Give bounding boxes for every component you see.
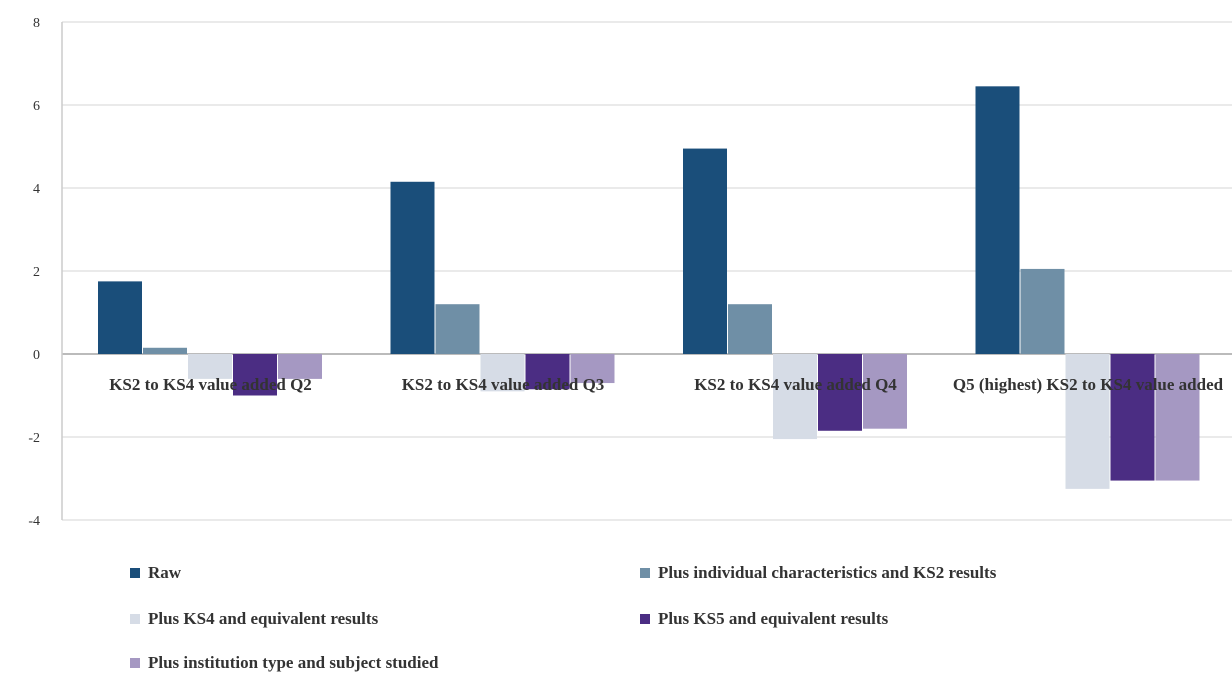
legend-label: Raw bbox=[148, 563, 182, 582]
bar bbox=[390, 181, 435, 354]
y-tick-label: 2 bbox=[33, 265, 40, 280]
y-tick-label: 0 bbox=[33, 348, 40, 363]
bar bbox=[1110, 354, 1155, 481]
legend-item: Plus individual characteristics and KS2 … bbox=[640, 563, 996, 583]
bar bbox=[1065, 354, 1110, 489]
bars bbox=[98, 86, 1200, 489]
bar bbox=[683, 148, 727, 354]
legend-item: Plus institution type and subject studie… bbox=[130, 653, 438, 673]
legend-label: Plus KS5 and equivalent results bbox=[658, 609, 889, 628]
y-axis: -4 -2 0 2 4 6 8 bbox=[28, 16, 63, 529]
y-tick-label: 4 bbox=[33, 182, 40, 197]
bar bbox=[233, 354, 277, 396]
legend-label: Plus institution type and subject studie… bbox=[148, 653, 439, 672]
legend-swatch bbox=[640, 568, 650, 578]
category-labels: KS2 to KS4 value added Q2 KS2 to KS4 valu… bbox=[109, 375, 1223, 394]
bar bbox=[1155, 354, 1200, 481]
bar bbox=[98, 281, 142, 354]
legend-swatch bbox=[640, 614, 650, 624]
bar bbox=[435, 304, 480, 354]
x-tick-label: Q5 (highest) KS2 to KS4 value added bbox=[953, 375, 1224, 394]
legend-swatch bbox=[130, 658, 140, 668]
legend-swatch bbox=[130, 614, 140, 624]
y-tick-label: 8 bbox=[33, 16, 40, 31]
bar bbox=[773, 354, 817, 440]
y-tick-label: 6 bbox=[33, 99, 40, 114]
x-tick-label: KS2 to KS4 value added Q2 bbox=[109, 375, 312, 394]
bar bbox=[278, 354, 322, 379]
bar bbox=[570, 354, 615, 384]
legend-item: Plus KS4 and equivalent results bbox=[130, 609, 378, 629]
legend-label: Plus KS4 and equivalent results bbox=[148, 609, 379, 628]
bar bbox=[480, 354, 525, 392]
bar bbox=[1020, 268, 1065, 354]
y-tick-label: -2 bbox=[28, 431, 40, 446]
legend: Raw Plus individual characteristics and K… bbox=[0, 545, 1232, 700]
legend-item: Raw bbox=[130, 563, 181, 583]
legend-item: Plus KS5 and equivalent results bbox=[640, 609, 888, 629]
bar bbox=[525, 354, 570, 390]
legend-swatch bbox=[130, 568, 140, 578]
bar bbox=[975, 86, 1020, 354]
x-tick-label: KS2 to KS4 value added Q4 bbox=[694, 375, 897, 394]
x-tick-label: KS2 to KS4 value added Q3 bbox=[402, 375, 605, 394]
legend-label: Plus individual characteristics and KS2 … bbox=[658, 563, 997, 582]
bar bbox=[818, 354, 862, 431]
bar bbox=[863, 354, 907, 429]
bar bbox=[188, 354, 232, 379]
y-tick-label: -4 bbox=[28, 514, 40, 529]
bar bbox=[143, 347, 187, 354]
bar bbox=[728, 304, 772, 354]
